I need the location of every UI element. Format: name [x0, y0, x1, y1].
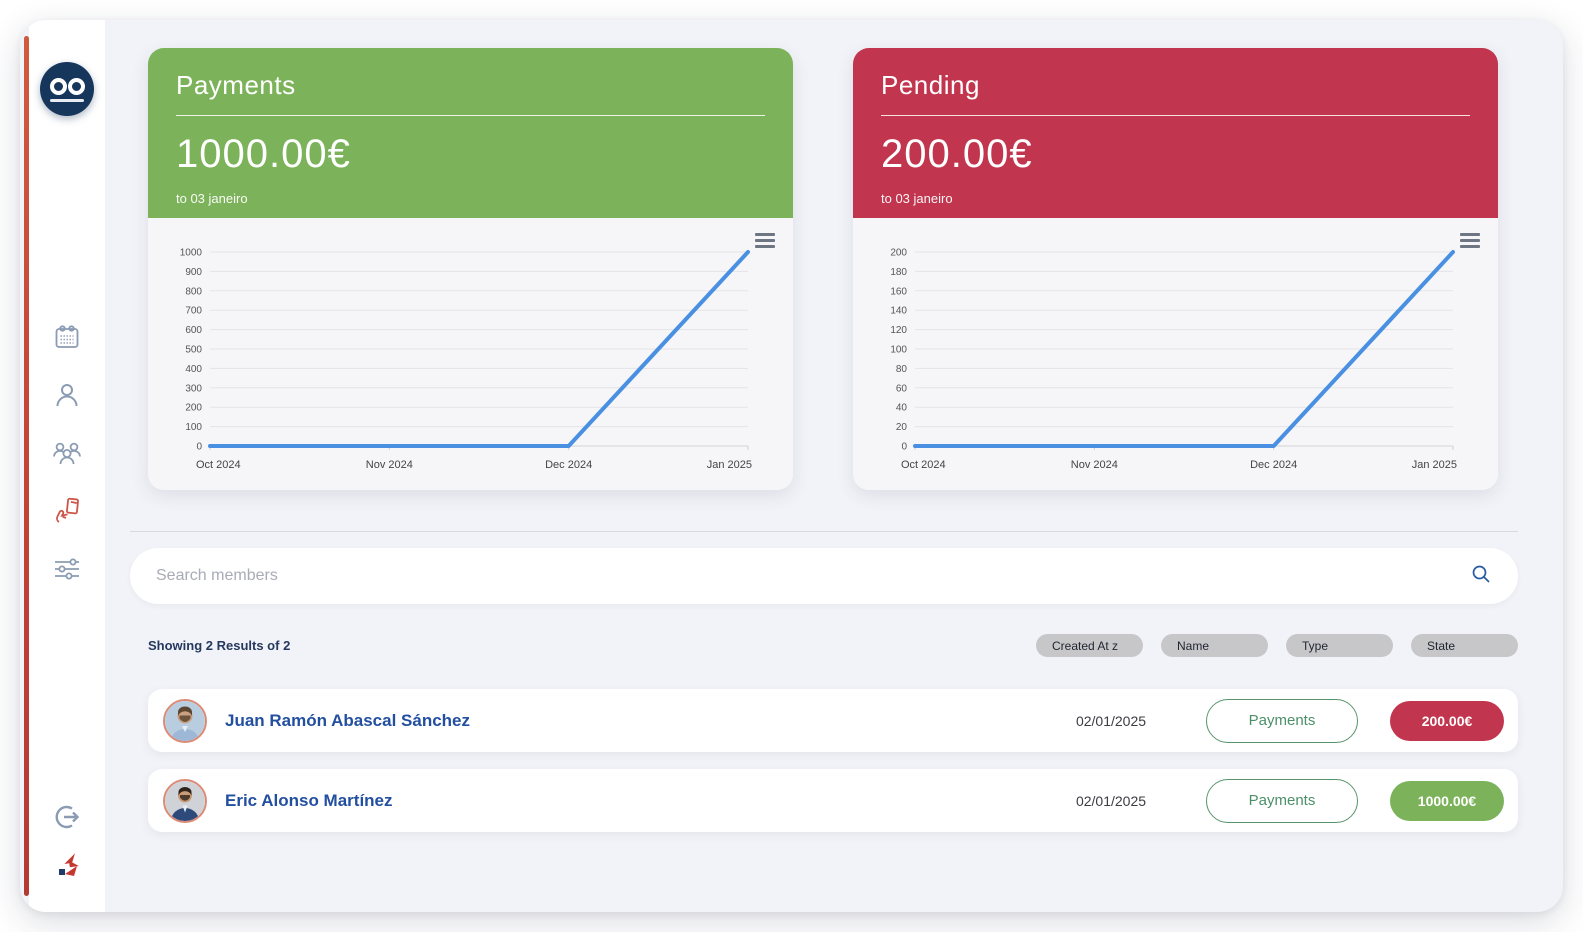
svg-text:700: 700	[185, 306, 202, 317]
pending-card: Pending 200.00€ to 03 janeiro 0 20 40 60 80 1…	[853, 48, 1498, 490]
sliders-icon	[52, 554, 82, 589]
app-window: Payments 1000.00€ to 03 janeiro 0 100 200 3…	[20, 20, 1563, 912]
svg-text:20: 20	[896, 422, 908, 433]
payments-amount: 1000.00€	[176, 132, 351, 176]
results-bar: Showing 2 Results of 2 Created At z Name…	[148, 634, 1518, 657]
pending-card-header: Pending 200.00€ to 03 janeiro	[853, 48, 1498, 218]
svg-text:600: 600	[185, 325, 202, 336]
svg-text:1000: 1000	[180, 248, 203, 259]
sidebar-item-payments-active[interactable]	[50, 496, 84, 530]
avatar	[163, 698, 207, 743]
svg-text:100: 100	[890, 345, 907, 356]
svg-text:900: 900	[185, 267, 202, 278]
svg-text:160: 160	[890, 286, 907, 297]
payments-chart: 0 100 200 300 400 500 600 700 800 900 1000 Oct 2024…	[148, 218, 793, 490]
svg-text:0: 0	[901, 442, 907, 453]
chart-menu-icon[interactable]	[755, 230, 775, 251]
payments-type-button[interactable]: Payments	[1206, 698, 1358, 743]
member-row-eric[interactable]: Eric Alonso Martínez 02/01/2025 Payments…	[148, 769, 1518, 832]
sidebar-item-profile[interactable]	[50, 380, 84, 414]
brand-mark	[50, 850, 84, 884]
payments-card: Payments 1000.00€ to 03 janeiro 0 100 200 3…	[148, 48, 793, 490]
pending-amount: 200.00€	[881, 132, 1033, 176]
calendar-icon	[53, 323, 81, 356]
payments-card-title: Payments	[176, 70, 296, 100]
svg-text:60: 60	[896, 383, 908, 394]
svg-text:Oct 2024: Oct 2024	[196, 459, 241, 471]
sidebar	[29, 20, 105, 912]
svg-text:500: 500	[185, 345, 202, 356]
member-date: 02/01/2025	[1075, 712, 1147, 729]
filter-chip-name[interactable]: Name	[1161, 634, 1268, 657]
brand-arrow-icon	[52, 850, 82, 885]
search-bar	[130, 548, 1518, 604]
amount-badge[interactable]: 200.00€	[1390, 700, 1504, 741]
svg-text:Jan 2025: Jan 2025	[707, 459, 752, 471]
search-icon[interactable]	[1470, 563, 1492, 590]
svg-text:200: 200	[890, 248, 907, 259]
divider	[176, 115, 765, 116]
pending-chart: 0 20 40 60 80 100 120 140 160 180 200 Oct 2024 Nov 2…	[853, 218, 1498, 490]
svg-text:Jan 2025: Jan 2025	[1412, 459, 1457, 471]
member-row-juan[interactable]: Juan Ramón Abascal Sánchez 02/01/2025 Pa…	[148, 689, 1518, 752]
logout-icon	[52, 802, 82, 837]
sidebar-item-settings[interactable]	[50, 554, 84, 588]
svg-text:400: 400	[185, 364, 202, 375]
svg-text:0: 0	[196, 442, 202, 453]
hand-card-icon	[51, 495, 83, 532]
pending-line-chart: 0 20 40 60 80 100 120 140 160 180 200 Oct 2024 Nov 2…	[867, 238, 1484, 483]
svg-text:Nov 2024: Nov 2024	[366, 459, 413, 471]
chart-menu-icon[interactable]	[1460, 230, 1480, 251]
svg-text:Dec 2024: Dec 2024	[1250, 459, 1297, 471]
pending-subtitle: to 03 janeiro	[881, 191, 953, 206]
sidebar-item-members[interactable]	[50, 438, 84, 472]
sidebar-accent-stripe	[24, 36, 29, 896]
payments-type-button[interactable]: Payments	[1206, 778, 1358, 823]
avatar	[163, 778, 207, 823]
svg-text:40: 40	[896, 403, 908, 414]
stat-cards-row: Payments 1000.00€ to 03 janeiro 0 100 200 3…	[148, 48, 1518, 490]
member-date: 02/01/2025	[1075, 792, 1147, 809]
filter-chip-created-at[interactable]: Created At z	[1036, 634, 1143, 657]
divider	[881, 115, 1470, 116]
payments-subtitle: to 03 janeiro	[176, 191, 248, 206]
payments-card-header: Payments 1000.00€ to 03 janeiro	[148, 48, 793, 218]
results-summary: Showing 2 Results of 2	[148, 638, 291, 653]
search-input[interactable]	[156, 567, 1470, 585]
svg-text:80: 80	[896, 364, 908, 375]
svg-text:180: 180	[890, 267, 907, 278]
pending-card-title: Pending	[881, 70, 980, 100]
sidebar-item-calendar[interactable]	[50, 322, 84, 356]
app-logo[interactable]	[40, 62, 94, 116]
svg-text:200: 200	[185, 403, 202, 414]
people-group-icon	[51, 438, 83, 473]
svg-text:Oct 2024: Oct 2024	[901, 459, 946, 471]
payments-line-chart: 0 100 200 300 400 500 600 700 800 900 1000 Oct 2024…	[162, 238, 779, 483]
svg-text:140: 140	[890, 306, 907, 317]
amount-badge[interactable]: 1000.00€	[1390, 780, 1504, 821]
member-name[interactable]: Juan Ramón Abascal Sánchez	[225, 710, 471, 730]
person-icon	[52, 380, 82, 415]
svg-text:100: 100	[185, 422, 202, 433]
svg-text:Dec 2024: Dec 2024	[545, 459, 592, 471]
infinity-logo-icon	[49, 78, 85, 95]
logo-wordmark	[50, 99, 84, 102]
filter-chip-type[interactable]: Type	[1286, 634, 1393, 657]
svg-text:Nov 2024: Nov 2024	[1071, 459, 1118, 471]
svg-text:120: 120	[890, 325, 907, 336]
filter-chips: Created At z Name Type State	[1036, 634, 1518, 657]
filter-chip-state[interactable]: State	[1411, 634, 1518, 657]
member-name[interactable]: Eric Alonso Martínez	[225, 790, 393, 810]
main-content: Payments 1000.00€ to 03 janeiro 0 100 200 3…	[105, 20, 1563, 912]
section-divider	[130, 531, 1518, 532]
svg-text:300: 300	[185, 383, 202, 394]
svg-text:800: 800	[185, 286, 202, 297]
logout-button[interactable]	[50, 802, 84, 836]
